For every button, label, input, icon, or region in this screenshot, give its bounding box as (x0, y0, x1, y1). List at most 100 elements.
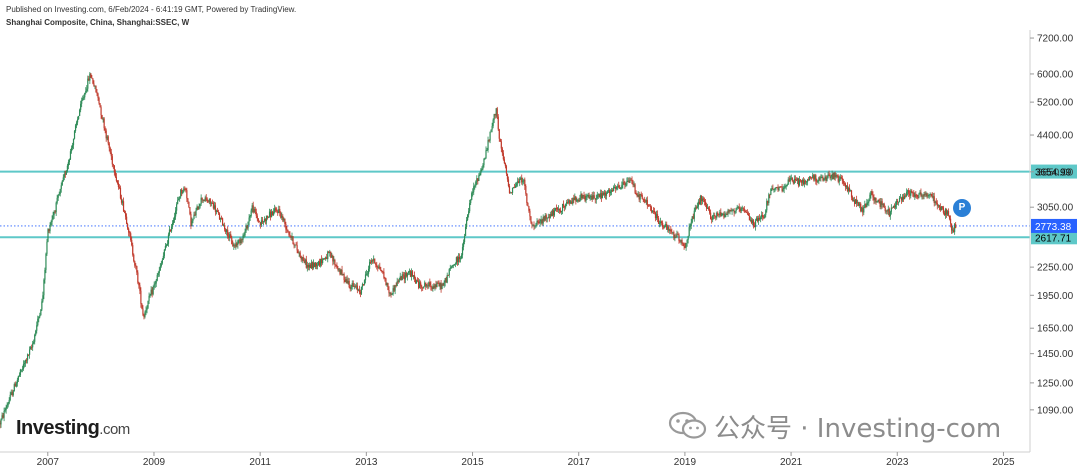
candle-body (825, 176, 827, 181)
candle-body (364, 274, 367, 281)
candle-body (429, 282, 431, 286)
candle-body (117, 183, 120, 188)
candle-body (478, 175, 480, 182)
candle-body (583, 195, 585, 197)
candle-body (612, 190, 614, 192)
candle-body (68, 159, 71, 162)
candle-body (729, 209, 731, 212)
candle-body (637, 194, 639, 197)
candle-body (150, 289, 152, 296)
x-tick-label: 2015 (461, 457, 484, 468)
candle-body (872, 195, 874, 198)
candle-body (42, 295, 44, 302)
candle-body (839, 176, 841, 180)
candle-body (664, 225, 666, 228)
candle-body (179, 196, 181, 199)
candle-body (43, 279, 45, 296)
candle-body (312, 262, 315, 269)
candle-body (118, 187, 121, 188)
candle-body (56, 197, 58, 203)
candle-body (795, 179, 797, 181)
candle-body (35, 330, 37, 335)
candle-body (822, 177, 824, 181)
candle-body (620, 188, 622, 189)
candle-body (745, 212, 747, 213)
candle-body (866, 202, 868, 207)
candle-body (796, 178, 799, 181)
candle-body (547, 216, 549, 218)
candle-body (691, 216, 693, 223)
candle-body (151, 289, 153, 295)
candle-body (692, 216, 694, 219)
candle-body (229, 234, 231, 238)
candle-body (5, 408, 7, 411)
candle-body (246, 225, 248, 229)
candle-body (470, 199, 472, 204)
candle-body (953, 229, 955, 233)
candle-body (158, 270, 160, 274)
candle-body (91, 77, 93, 79)
candle-body (298, 252, 300, 254)
candle-body (540, 219, 542, 222)
candle-body (437, 282, 439, 284)
candle-body (463, 235, 466, 242)
candle-body (517, 181, 519, 184)
candle-body (507, 179, 510, 187)
candle-body (245, 225, 247, 232)
candle-body (425, 282, 427, 287)
candle-body (52, 215, 54, 220)
current-price-label: 2773.38 (1035, 222, 1072, 233)
candle-body (392, 288, 394, 295)
candle-body (556, 208, 559, 210)
candle-body (905, 195, 907, 197)
candle-body (356, 285, 358, 291)
candle-body (798, 179, 801, 186)
candle-body (528, 206, 530, 211)
candle-body (887, 209, 889, 212)
candle-body (659, 221, 662, 223)
candle-body (755, 218, 758, 221)
candle-body (7, 403, 9, 406)
candle-body (136, 266, 138, 273)
candle-body (873, 197, 875, 201)
candle-body (718, 214, 720, 216)
candle-body (50, 222, 52, 226)
candle-body (491, 126, 493, 130)
candle-body (862, 207, 864, 213)
candle-body (882, 203, 884, 205)
candle-body (875, 198, 877, 202)
candle-body (448, 269, 450, 276)
candle-body (363, 280, 366, 285)
candle-body (396, 281, 398, 287)
candle-body (815, 175, 817, 182)
candle-body (631, 179, 633, 184)
candle-body (382, 271, 384, 273)
candle-body (296, 245, 298, 251)
candle-body (602, 193, 605, 195)
candle-body (909, 193, 911, 196)
candle-body (520, 177, 522, 179)
candle-body (684, 246, 686, 248)
candle-body (25, 359, 28, 361)
candle-body (260, 220, 262, 226)
candle-body (457, 256, 460, 263)
candle-body (379, 266, 381, 270)
candle-body (781, 187, 783, 192)
candle-body (900, 197, 903, 201)
tradingview-logo-icon[interactable]: P (953, 199, 971, 217)
candle-body (884, 207, 886, 212)
y-tick-label: 4400.00 (1037, 131, 1074, 142)
candle-body (481, 169, 483, 170)
candle-body (331, 255, 333, 258)
candle-body (217, 211, 220, 214)
candle-body (541, 219, 543, 224)
candle-body (464, 226, 467, 236)
candle-body (713, 215, 715, 216)
candle-body (467, 214, 469, 221)
candle-body (342, 274, 344, 275)
candle-body (208, 199, 210, 202)
candle-body (267, 216, 270, 218)
x-tick-label: 2011 (249, 457, 271, 468)
candle-body (264, 219, 267, 222)
